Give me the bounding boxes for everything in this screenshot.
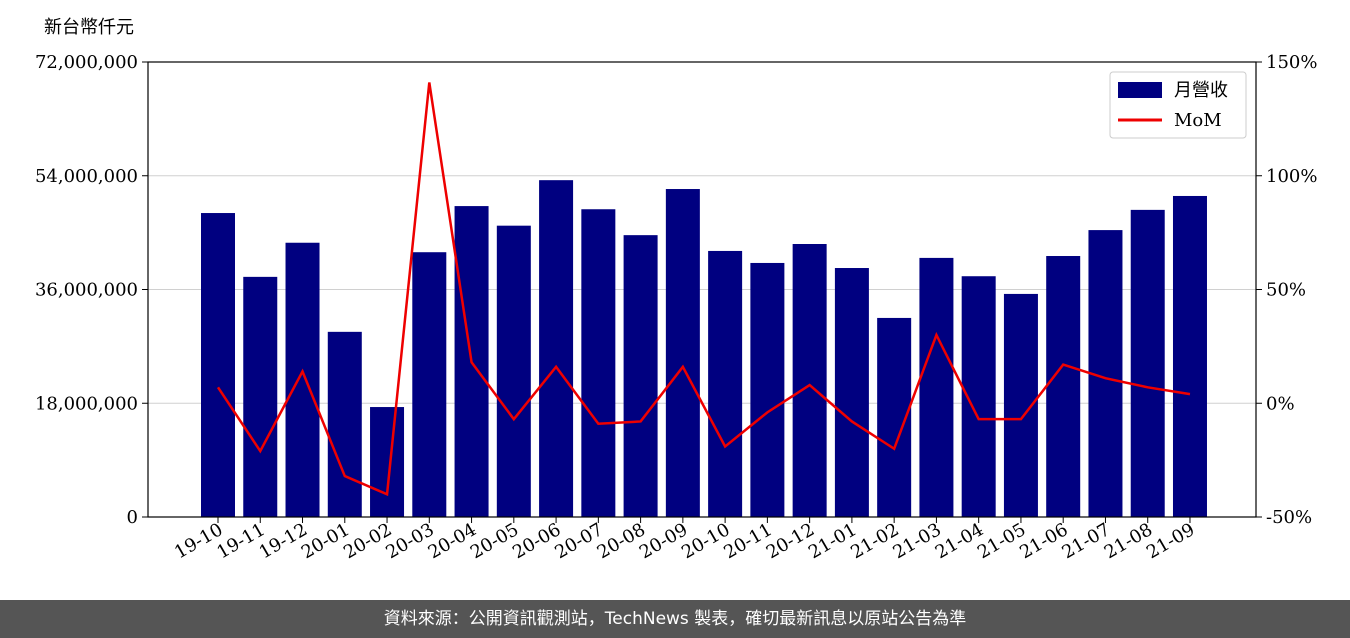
y2-tick-label: 50% [1266, 280, 1306, 301]
y-tick-label: 0 [127, 507, 138, 528]
y-tick-label: 36,000,000 [35, 280, 138, 301]
y2-tick-label: 0% [1266, 393, 1295, 414]
bar [370, 407, 405, 517]
y-tick-label: 18,000,000 [35, 393, 138, 414]
bar [750, 262, 785, 517]
y2-tick-label: 100% [1266, 166, 1317, 187]
bar [201, 213, 235, 517]
bar [1172, 195, 1207, 517]
bar [665, 189, 700, 518]
y2-tick-label: 150% [1266, 52, 1317, 73]
legend-swatch [1118, 82, 1162, 98]
bar [1130, 209, 1165, 517]
bar [708, 250, 743, 517]
y2-tick-label: -50% [1266, 507, 1312, 528]
y-tick-label: 72,000,000 [35, 52, 138, 73]
bar [834, 268, 869, 517]
y-tick-label: 54,000,000 [35, 166, 138, 187]
bar [581, 209, 616, 518]
x-tick-label: 21-09 [1143, 519, 1198, 563]
y-axis-label: 新台幣仟元 [44, 17, 134, 38]
bar [919, 257, 954, 517]
legend-label: 月營收 [1174, 80, 1228, 101]
source-note: 資料來源：公開資訊觀測站，TechNews 製表，確切最新訊息以原站公告為準 [0, 600, 1350, 638]
bar [539, 180, 574, 517]
bar [243, 276, 278, 517]
chart: 新台幣仟元 0 18,000,000 36,000,000 54,000,000 72,… [35, 17, 1318, 563]
bar [496, 225, 531, 517]
bar [792, 244, 827, 517]
line [216, 82, 1191, 497]
bar [623, 235, 658, 517]
bar [1046, 256, 1081, 517]
bar [285, 242, 320, 517]
plot-frame [147, 61, 1257, 518]
bar [412, 252, 447, 517]
bar [327, 331, 362, 517]
legend-label: MoM [1174, 110, 1222, 131]
